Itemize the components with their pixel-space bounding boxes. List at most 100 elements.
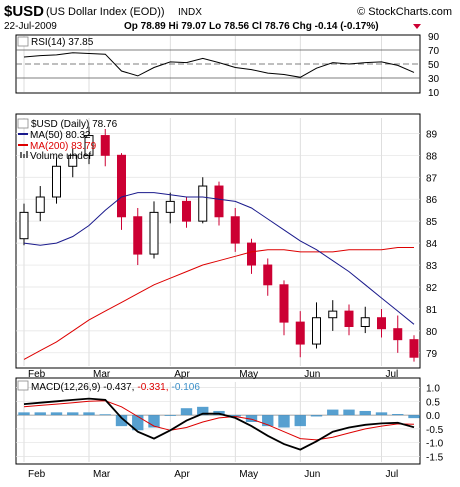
price-tick-label: 88	[426, 151, 438, 162]
rsi-legend-swatch	[17, 36, 29, 47]
candle-body	[247, 242, 256, 266]
macd-histogram-bar	[67, 412, 79, 416]
macd-legend-value: MACD(12,26,9) -0.437,	[31, 382, 134, 393]
signal-line	[23, 400, 415, 441]
x-axis-month-label: Jun	[304, 369, 320, 380]
candle-body	[295, 321, 305, 345]
candle-body	[214, 185, 224, 218]
macd-histogram-bar	[359, 410, 371, 416]
price-legend-symbol: $USD (Daily) 78.76	[31, 119, 118, 130]
candle-body	[52, 165, 61, 198]
macd-histogram-bar	[278, 415, 290, 428]
candle-body	[393, 328, 403, 341]
macd-histogram-bar	[392, 414, 404, 416]
macd-histogram-bar	[408, 415, 420, 419]
rsi-tick-label: 30	[428, 74, 440, 85]
candle-body	[279, 284, 289, 323]
x-axis-month-label: Jul	[386, 369, 399, 380]
macd-tick-label: -0.5	[426, 425, 444, 436]
macd-histogram-bar	[343, 409, 355, 416]
price-tick-label: 85	[426, 217, 438, 228]
candle-body	[230, 216, 240, 244]
exchange-label: INDX	[178, 7, 202, 18]
quote-summary: Op 78.89 Hi 79.07 Lo 78.56 Cl 78.76 Chg …	[124, 21, 379, 32]
symbol-label: $USD	[4, 3, 44, 20]
x-axis-month-label: Feb	[28, 469, 46, 480]
volume-legend: Volume undef	[30, 151, 91, 162]
macd-histogram-bar	[294, 415, 306, 427]
macd-legend: MACD(12,26,9) -0.437, -0.331, -0.106	[31, 382, 200, 393]
volume-legend-bar	[23, 154, 25, 158]
rsi-tick-label: 90	[428, 32, 440, 43]
macd-histogram-bar	[310, 415, 323, 417]
candle-body	[377, 317, 386, 330]
candle-body	[312, 317, 321, 345]
candle-body	[68, 154, 78, 167]
candle-body	[263, 264, 273, 286]
price-legend-swatch	[17, 118, 29, 129]
macd-histogram-bar	[148, 415, 160, 428]
macd-line	[23, 397, 415, 451]
macd-histogram-bar	[180, 408, 193, 416]
price-tick-label: 87	[426, 173, 438, 184]
macd-histogram-bar	[375, 412, 388, 416]
macd-histogram-bar	[83, 412, 95, 416]
macd-histogram-bar	[262, 415, 274, 427]
rsi-legend: RSI(14) 37.85	[31, 37, 94, 48]
volume-legend-bar	[20, 152, 22, 158]
price-tick-label: 89	[426, 129, 438, 140]
x-axis-month-label: May	[239, 469, 258, 480]
rsi-tick-label: 10	[428, 88, 440, 99]
macd-histogram-bar	[197, 406, 209, 416]
rsi-tick-label: 50	[428, 60, 440, 71]
x-axis-month-label: Jul	[386, 469, 399, 480]
macd-panel: -1.5 -1.0 -0.5 0.0 0.5 1.0 MACD(12,26,9) -0.4…	[15, 377, 444, 465]
macd-histogram-bar	[115, 415, 128, 427]
x-axis-month-label: Jun	[304, 469, 320, 480]
candle-body	[35, 196, 45, 213]
date-label: 22-Jul-2009	[4, 21, 57, 32]
macd-histogram-bar	[327, 409, 339, 416]
candle-body	[198, 185, 208, 222]
price-tick-label: 81	[426, 305, 438, 316]
macd-tick-label: 0.0	[426, 411, 440, 422]
ma200-line	[23, 247, 414, 360]
macd-histogram-bar	[229, 415, 241, 417]
price-legend: $USD (Daily) 78.76 MA(50) 80.32 MA(200) …	[17, 118, 118, 162]
price-tick-label: 80	[426, 327, 438, 338]
candle-body	[344, 310, 354, 327]
macd-frame	[15, 377, 421, 465]
candle-body	[84, 135, 94, 156]
copyright-label: © StockCharts.com	[357, 6, 452, 18]
price-tick-label: 83	[426, 261, 438, 272]
macd-histogram-bar	[164, 415, 176, 416]
price-frame	[15, 113, 421, 369]
signal-legend-value: -0.331,	[137, 382, 168, 393]
macd-histogram-bar	[99, 414, 111, 416]
x-axis-month-label: Apr	[174, 369, 190, 380]
macd-tick-label: 0.5	[426, 397, 440, 408]
macd-tick-label: -1.5	[426, 452, 444, 463]
rsi-tick-label: 70	[428, 46, 440, 57]
ma50-line	[23, 192, 415, 325]
ma200-legend: MA(200) 83.79	[30, 141, 97, 152]
candle-body	[117, 154, 126, 218]
candle-body	[19, 211, 29, 240]
macd-histogram-bar	[245, 415, 258, 422]
volume-legend-bar	[26, 151, 28, 158]
x-axis-month-label: Apr	[174, 469, 190, 480]
macd-histogram-bar	[50, 412, 63, 416]
rsi-line	[23, 52, 415, 78]
candle-body	[149, 211, 159, 255]
candle-body	[133, 216, 143, 255]
price-tick-label: 82	[426, 283, 438, 294]
candle-body	[409, 339, 419, 358]
price-tick-label: 79	[426, 349, 438, 360]
candle-body	[328, 310, 338, 319]
x-axis-month-label: Feb	[28, 369, 46, 380]
x-axis-month-label: Mar	[93, 469, 111, 480]
rsi-panel: 10 30 50 70 90 RSI(14) 37.85	[15, 32, 440, 99]
candle-body	[165, 200, 175, 213]
down-arrow-icon	[413, 24, 421, 29]
